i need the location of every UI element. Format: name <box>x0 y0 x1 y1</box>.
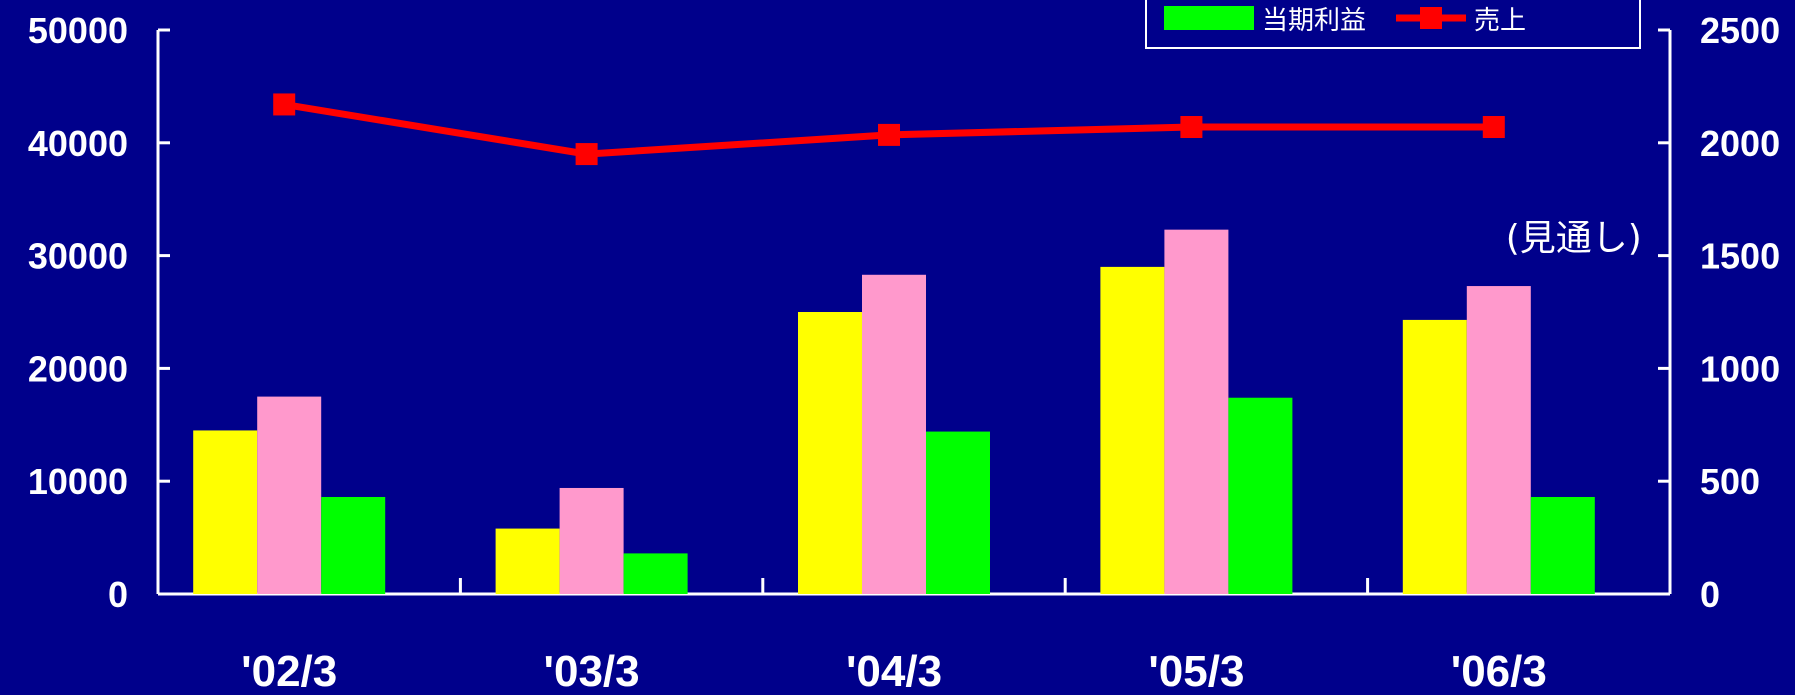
bar <box>257 396 322 594</box>
bar <box>862 274 926 594</box>
line-marker <box>1180 116 1203 139</box>
legend: 当期利益 売上 <box>1145 0 1641 49</box>
x-category-label: '05/3 <box>1148 647 1244 690</box>
bar <box>1100 266 1165 594</box>
bar <box>926 431 990 594</box>
bar <box>798 312 862 594</box>
bar <box>1402 319 1467 594</box>
annotation-text: (見通し) <box>1506 218 1642 259</box>
x-category-label: '02/3 <box>241 647 337 690</box>
y-left-tick-label: 40000 <box>28 123 128 164</box>
legend-marker-swatch <box>1420 7 1442 29</box>
legend-box <box>1145 0 1641 49</box>
labels: 0 10000 20000 30000 40000 50000 0 500 1000 1500 20… <box>28 10 1780 695</box>
bar <box>1530 496 1595 594</box>
y-left-tick-label: 50000 <box>28 10 128 51</box>
y-left-tick-label: 0 <box>108 574 128 615</box>
line-marker <box>575 143 598 166</box>
bar <box>193 430 258 594</box>
y-left-tick-label: 30000 <box>28 236 128 277</box>
y-right-tick-label: 2000 <box>1700 123 1780 164</box>
y-right-tick-label: 0 <box>1700 574 1720 615</box>
bar <box>1228 397 1293 594</box>
legend-label: 売上 <box>1474 6 1526 36</box>
bar <box>495 528 560 594</box>
bar <box>1164 229 1229 594</box>
x-category-label: '06/3 <box>1451 647 1547 690</box>
bar <box>623 553 688 594</box>
y-right-tick-label: 500 <box>1700 461 1760 502</box>
line-marker <box>273 93 296 116</box>
y-left-tick-label: 20000 <box>28 348 128 389</box>
bar <box>1466 286 1531 594</box>
legend-bar-swatch <box>1164 6 1254 30</box>
y-right-tick-label: 1000 <box>1700 348 1780 389</box>
x-category-label: '03/3 <box>544 647 640 690</box>
bar <box>321 496 386 594</box>
y-right-tick-label: 1500 <box>1700 236 1780 277</box>
line-marker <box>1482 116 1505 139</box>
bar <box>559 487 624 594</box>
bars <box>193 229 1595 594</box>
legend-label: 当期利益 <box>1262 6 1366 36</box>
x-category-label: '04/3 <box>846 647 942 690</box>
y-right-tick-label: 2500 <box>1700 10 1780 51</box>
line-series <box>273 93 1505 166</box>
y-left-tick-label: 10000 <box>28 461 128 502</box>
line-marker <box>878 123 900 146</box>
